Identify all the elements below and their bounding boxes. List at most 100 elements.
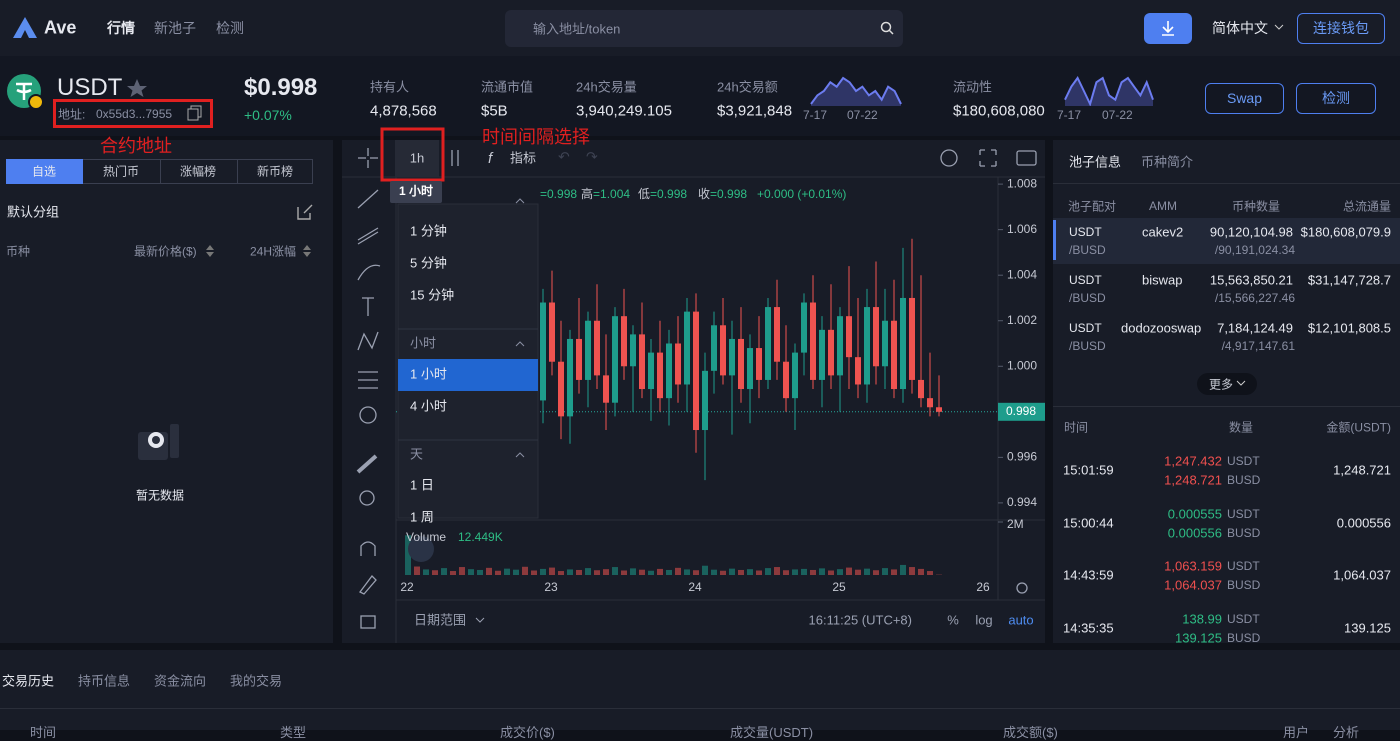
candle-body [873,307,879,366]
annotation: 时间间隔选择 [482,127,590,147]
pool-pair: USDT [1069,225,1102,239]
ruler-tool[interactable] [358,456,376,472]
candle-body [828,330,834,376]
tab[interactable]: 资金流向 [154,671,206,690]
pattern-tool[interactable] [358,332,378,350]
trade-unit: USDT [1227,612,1260,626]
volume-bar [918,569,924,575]
candle-body [621,316,627,366]
volume-bar [702,566,708,575]
candle-body [765,307,771,380]
pool-amm: dodozooswap [1121,321,1201,336]
volume-bar [765,568,771,575]
channel-tool[interactable] [358,228,378,244]
menu-item[interactable]: 1 日 [410,477,434,492]
indicator-button[interactable]: 指标 [510,150,536,165]
volume-bar [774,567,780,575]
lock-tool[interactable] [361,616,375,628]
column-header: 成交额($) [1003,722,1058,741]
volume-bar [684,569,690,575]
pool-pair: USDT [1069,273,1102,287]
undo-icon[interactable]: ↶ [558,149,570,165]
volume-bar [414,567,420,575]
y-tick-label: 1.002 [1007,313,1037,327]
volume-bar [630,568,636,575]
candle-body [648,353,654,389]
interval-button[interactable]: 1h [410,150,424,165]
menu-item[interactable]: 1 分钟 [410,223,447,238]
volume-tick-label: 2M [1007,517,1024,531]
line-tool[interactable] [358,190,378,208]
column-header: AMM [1149,199,1177,213]
fib-tool[interactable] [358,372,378,388]
menu-item[interactable]: 4 小时 [410,398,447,413]
zoom-tool[interactable] [360,491,374,505]
column-header: 时间 [1064,419,1088,436]
divider [1053,183,1400,184]
volume-label: Volume [406,530,446,544]
menu-item[interactable]: 1 小时 [410,366,447,381]
volume-bar [459,567,465,575]
scale-option[interactable]: log [975,612,992,627]
trade-total: 1,248.721 [1333,463,1391,478]
lock-draw-tool[interactable] [360,576,376,594]
magnet-tool[interactable] [361,542,375,556]
trade-unit: BUSD [1227,473,1260,487]
fx-icon: f [488,150,494,167]
candle-body [819,330,825,380]
volume-bar [423,569,429,575]
legend-value: =0.998 [650,187,687,201]
scale-option[interactable]: auto [1008,612,1033,627]
volume-bar [747,569,753,575]
volume-bar [450,571,456,575]
trade-unit: BUSD [1227,526,1260,540]
tab[interactable]: 池子信息 [1069,152,1121,171]
volume-bar [576,570,582,575]
fullscreen-icon[interactable] [980,150,996,166]
candle-type-icon[interactable] [452,150,458,166]
settings-icon[interactable] [941,150,957,166]
volume-bar [621,570,627,575]
axis-settings-icon[interactable] [1017,583,1027,593]
menu-item[interactable]: 5 分钟 [410,255,447,270]
emoji-tool[interactable] [360,407,376,423]
candle-body [630,334,636,366]
candle-body [900,298,906,389]
tab[interactable]: 交易历史 [2,671,54,690]
scale-option[interactable]: % [947,612,959,627]
tab[interactable]: 币种简介 [1141,152,1193,171]
volume-bar [729,569,735,575]
volume-bar [909,567,915,575]
column-header: 分析 [1333,722,1359,741]
candle-body [567,339,573,416]
trade-time: 14:43:59 [1063,568,1114,583]
tab[interactable]: 我的交易 [230,671,282,690]
volume-bar [720,571,726,575]
brush-tool[interactable] [358,265,380,280]
text-tool[interactable] [362,298,374,316]
volume-bar [738,570,744,575]
crosshair-tool[interactable] [358,148,378,168]
date-range[interactable]: 日期范围 [414,612,466,627]
tab[interactable]: 持币信息 [78,671,130,690]
candle-body [774,307,780,362]
more-text[interactable]: 更多 [1209,376,1233,393]
volume-bar [801,569,807,575]
tooltip: 1 小时 [399,183,433,198]
trade-unit: USDT [1227,507,1260,521]
volume-bar [612,567,618,575]
volume-bar [486,568,492,575]
menu-item[interactable]: 1 周 [410,509,434,524]
x-tick-label: 26 [976,580,990,594]
volume-bar [657,569,663,575]
menu-item[interactable]: 15 分钟 [410,287,454,302]
redo-icon[interactable]: ↷ [586,149,598,165]
camera-icon[interactable] [1017,151,1036,165]
trade-total: 0.000556 [1337,516,1391,531]
candle-body [729,339,735,375]
volume-bar [666,570,672,575]
candle-body [918,380,924,398]
candle-body [801,303,807,353]
